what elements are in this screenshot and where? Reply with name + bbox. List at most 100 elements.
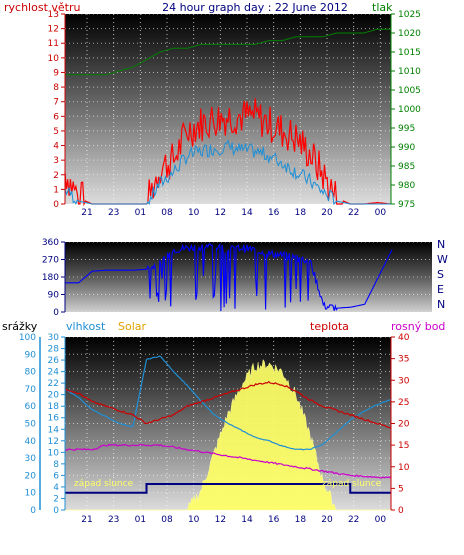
- x-tick-label: 01: [135, 208, 146, 218]
- y-right-tick-label: 1015: [398, 48, 421, 58]
- y-left-tick-label: 7: [53, 98, 59, 108]
- rain-tick-label: 10: [25, 489, 37, 499]
- sunset-label-left: západ slunce: [74, 479, 134, 489]
- humidity-tick-label: 0: [53, 506, 59, 516]
- humidity-tick-label: 8: [53, 460, 59, 470]
- x-tick-label: 18: [295, 208, 307, 218]
- y-left-tick-label: 2: [53, 171, 59, 181]
- rain-tick-label: 30: [25, 454, 37, 464]
- compass-label: N: [437, 298, 445, 311]
- x-tick-label: 00: [375, 208, 387, 218]
- humidity-tick-label: 18: [48, 402, 60, 412]
- x-tick-label: 01: [135, 515, 146, 525]
- wind-panel-background: [65, 14, 391, 204]
- direction-tick-label: 270: [42, 256, 59, 266]
- humidity-tick-label: 4: [53, 483, 59, 493]
- y-left-tick-label: 8: [53, 83, 59, 93]
- x-tick-label: 20: [321, 208, 333, 218]
- wind-axis-title: rychlost větru: [4, 1, 80, 14]
- y-right-tick-label: 1025: [398, 10, 421, 20]
- pressure-axis-title: tlak: [372, 1, 393, 14]
- x-tick-label: 23: [108, 515, 119, 525]
- temperature-axis-title: teplota: [310, 320, 349, 333]
- temp-tick-label: 25: [398, 398, 409, 408]
- y-right-tick-label: 1005: [398, 86, 421, 96]
- temperature-series-line: [64, 380, 392, 429]
- humidity-tick-label: 20: [48, 391, 60, 401]
- direction-panel-background: [65, 242, 432, 312]
- humidity-tick-label: 12: [48, 437, 59, 447]
- compass-label: E: [437, 283, 444, 296]
- temp-tick-label: 40: [398, 333, 410, 343]
- x-tick-label: 00: [375, 515, 387, 525]
- y-right-tick-label: 995: [398, 124, 415, 134]
- direction-tick-label: 360: [42, 238, 59, 248]
- humidity-tick-label: 26: [48, 356, 60, 366]
- y-right-tick-label: 1020: [398, 29, 421, 39]
- rain-tick-label: 70: [25, 385, 37, 395]
- rain-axis-title: srážky: [2, 320, 38, 333]
- dewpoint-axis-title: rosný bod: [391, 320, 445, 333]
- daylight-step-line: [65, 483, 391, 494]
- y-left-tick-label: 0: [53, 200, 59, 210]
- x-tick-label: 22: [348, 515, 359, 525]
- humidity-panel-marks: [64, 355, 392, 511]
- rain-tick-label: 40: [25, 437, 37, 447]
- y-right-tick-label: 980: [398, 181, 415, 191]
- chart-title: 24 hour graph day : 22 June 2012: [162, 1, 348, 14]
- humidity-tick-label: 10: [48, 448, 60, 458]
- temp-tick-label: 30: [398, 376, 410, 386]
- y-left-tick-label: 10: [48, 54, 60, 64]
- humidity-tick-label: 14: [48, 425, 60, 435]
- y-left-tick-label: 11: [48, 39, 59, 49]
- wind-panel-marks: [64, 28, 392, 207]
- temp-tick-label: 5: [398, 484, 404, 494]
- x-tick-label: 21: [81, 515, 92, 525]
- dewpoint-series-line: [64, 443, 392, 479]
- rain-tick-label: 0: [30, 506, 36, 516]
- x-tick-label: 08: [161, 208, 173, 218]
- y-left-tick-label: 12: [48, 25, 59, 35]
- temp-tick-label: 10: [398, 463, 410, 473]
- humidity-axis-title: vlhkost: [66, 320, 106, 333]
- x-tick-label: 16: [268, 208, 280, 218]
- rain-tick-label: 20: [25, 471, 37, 481]
- wind-panel-axes: 21 23 01 08 10 12 14 16 18 20 22 000123456789101112…: [48, 10, 422, 218]
- compass-label: N: [437, 238, 445, 251]
- direction-tick-label: 0: [53, 308, 59, 318]
- x-tick-label: 10: [188, 515, 200, 525]
- direction-tick-label: 180: [42, 273, 59, 283]
- humidity-panel-axes: 21 23 01 08 10 12 14 16 18 20 22 000102030405060708…: [19, 333, 410, 525]
- humidity-tick-label: 28: [48, 345, 60, 355]
- solar-area: [65, 358, 391, 511]
- x-tick-label: 18: [295, 515, 307, 525]
- compass-label: S: [437, 268, 444, 281]
- direction-tick-label: 90: [48, 291, 60, 301]
- y-left-tick-label: 4: [53, 142, 59, 152]
- y-left-tick-label: 5: [53, 127, 59, 137]
- y-left-tick-label: 6: [53, 112, 59, 122]
- x-tick-label: 22: [348, 208, 359, 218]
- humidity-series-line: [64, 355, 392, 451]
- rain-tick-label: 90: [25, 350, 37, 360]
- humidity-tick-label: 16: [48, 414, 60, 424]
- temp-tick-label: 35: [398, 355, 409, 365]
- rain-tick-label: 100: [19, 333, 36, 343]
- x-tick-label: 21: [81, 208, 92, 218]
- humidity-tick-label: 2: [53, 494, 59, 504]
- x-tick-label: 14: [241, 208, 253, 218]
- x-tick-label: 16: [268, 515, 280, 525]
- temp-tick-label: 20: [398, 420, 410, 430]
- x-tick-label: 12: [215, 515, 226, 525]
- temp-tick-label: 0: [398, 506, 404, 516]
- x-tick-label: 10: [188, 208, 200, 218]
- sunset-label-right: západ slunce: [322, 479, 382, 489]
- humidity-tick-label: 22: [48, 379, 59, 389]
- temp-tick-label: 15: [398, 441, 409, 451]
- solar-axis-title: Solar: [118, 320, 147, 333]
- y-right-tick-label: 975: [398, 200, 415, 210]
- wind-average-series-line: [64, 139, 391, 206]
